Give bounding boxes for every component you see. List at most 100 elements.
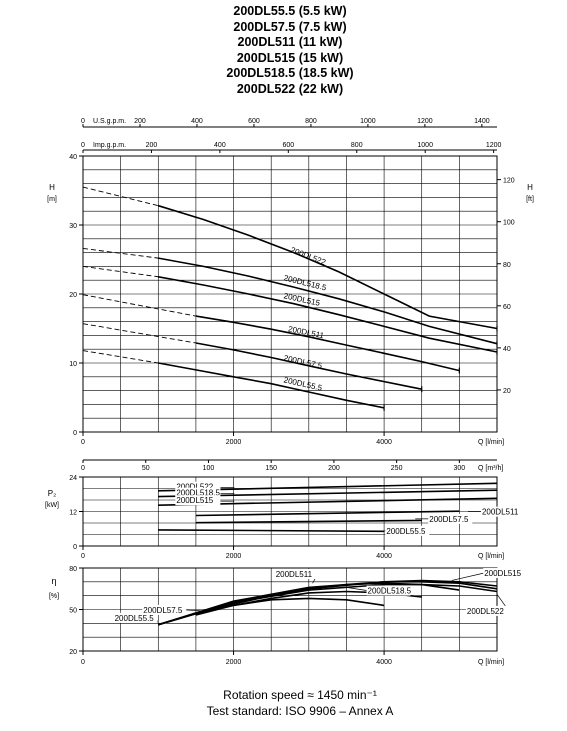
power-curve-label: 200DL55.5 <box>386 527 426 536</box>
efficiency-ytick-label: 50 <box>69 608 77 615</box>
power-xlabel: Q [l/min] <box>478 553 504 560</box>
title-line-1: 200DL55.5 (5.5 kW) <box>233 4 347 18</box>
usgpm-tick-label: 0 <box>81 118 85 125</box>
head-yunit: [m] <box>47 196 57 203</box>
efficiency-ytick-label: 80 <box>69 566 77 573</box>
power-ytick-label: 0 <box>73 544 77 551</box>
power-curve-label: 200DL511 <box>482 508 519 517</box>
head-xtick-label: 0 <box>81 439 85 446</box>
m3h-tick-label: 100 <box>203 465 215 472</box>
power-label-bg <box>428 513 473 524</box>
efficiency-curve-200DL518.5 <box>158 581 498 626</box>
usgpm-tick-label: 200 <box>134 118 146 125</box>
usgpm-tick-label: 400 <box>191 118 203 125</box>
impgpm-tick-label: 200 <box>146 142 158 149</box>
head-series-200DL522: 200DL522 <box>82 186 498 332</box>
power-ylabel: P₂ <box>48 489 56 498</box>
impgpm-tick-label: 1000 <box>417 142 433 149</box>
usgpm-tick-label: 1400 <box>474 118 490 125</box>
impgpm-tick-label: 600 <box>282 142 294 149</box>
efficiency-label-leader <box>185 609 202 612</box>
m3h-tick-label: 200 <box>328 465 340 472</box>
title-line-3: 200DL511 (11 kW) <box>237 35 343 49</box>
head-series-200DL57.5: 200DL57.5 <box>82 323 423 393</box>
usgpm-tick-label: 1200 <box>417 118 433 125</box>
head-xtick-label: 4000 <box>376 439 392 446</box>
efficiency-xtick-label: 4000 <box>376 659 392 666</box>
efficiency-xlabel: Q [l/min] <box>478 659 504 666</box>
power-label-bg <box>175 487 221 498</box>
test-standard-note: Test standard: ISO 9906 – Annex A <box>206 704 394 718</box>
power-curve-label: 200DL522 <box>176 483 213 492</box>
head-curve <box>158 204 498 330</box>
m3h-tick-label: 300 <box>454 465 466 472</box>
head-y2tick-label: 120 <box>503 178 515 185</box>
efficiency-curve-200DL522 <box>158 583 498 626</box>
m3h-tick-label: 150 <box>265 465 277 472</box>
head-y2tick-label: 80 <box>503 262 511 269</box>
efficiency-label-bg <box>113 612 158 623</box>
head-y2tick-label: 100 <box>503 220 515 227</box>
title-line-4: 200DL515 (15 kW) <box>236 50 344 65</box>
m3h-tick-label: 250 <box>391 465 403 472</box>
efficiency-label-bg <box>483 568 528 579</box>
head-xtick-label: 2000 <box>226 439 242 446</box>
power-curve-label: 200DL515 <box>176 496 213 505</box>
head-curve <box>195 342 422 390</box>
efficiency-label-leader <box>346 587 368 591</box>
rotation-speed-note: Rotation speed ≈ 1450 min⁻¹ <box>223 688 377 702</box>
efficiency-chart-grid <box>82 567 498 652</box>
efficiency-ylabel: η <box>51 576 56 586</box>
head-curve-label: 200DL511 <box>287 324 325 340</box>
head-y2tick-label: 60 <box>503 304 511 311</box>
efficiency-curve-200DL515 <box>158 579 498 626</box>
efficiency-label-bg <box>366 585 411 596</box>
power-xtick-label: 0 <box>81 553 85 560</box>
power-curve-200DL57.5 <box>195 519 422 524</box>
efficiency-curve-label: 200DL57.5 <box>143 606 183 615</box>
efficiency-label-bg <box>465 605 510 616</box>
power-curve-label: 200DL57.5 <box>429 515 469 524</box>
head-curve <box>195 315 460 372</box>
efficiency-label-bg <box>142 604 187 615</box>
impgpm-tick-label: 0 <box>81 142 85 149</box>
head-ytick-label: 30 <box>69 223 77 230</box>
power-ytick-label: 12 <box>69 510 77 517</box>
efficiency-curve-label: 200DL511 <box>276 570 313 579</box>
efficiency-curve-label: 200DL522 <box>467 607 504 616</box>
head-y2label: H <box>527 183 533 192</box>
head-curve <box>158 362 385 409</box>
efficiency-xtick-label: 0 <box>81 659 85 666</box>
impgpm-tick-label: 800 <box>351 142 363 149</box>
head-curve-dashed <box>82 350 159 364</box>
power-curve-label: 200DL518.5 <box>176 489 220 498</box>
head-curve-dashed <box>82 323 196 344</box>
efficiency-label-leader <box>451 572 485 581</box>
head-ytick-label: 0 <box>73 430 77 437</box>
head-curve-dashed <box>82 265 159 278</box>
power-label-bg <box>385 525 430 536</box>
head-y2unit: [ft] <box>526 196 534 203</box>
head-ytick-label: 40 <box>69 154 77 161</box>
power-yunit: [kW] <box>45 502 59 509</box>
m3h-tick-label: 0 <box>81 465 85 472</box>
title-block: 200DL55.5 (5.5 kW) 200DL57.5 (7.5 kW) 20… <box>0 4 567 97</box>
efficiency-curve-label: 200DL515 <box>484 569 521 578</box>
head-curve-label: 200DL57.5 <box>283 353 324 370</box>
power-xtick-label: 2000 <box>226 553 242 560</box>
efficiency-label-bg <box>274 568 319 579</box>
head-curve-label: 200DL522 <box>289 245 327 267</box>
title-line-6: 200DL522 (22 kW) <box>236 81 344 96</box>
head-curve-dashed <box>82 186 159 207</box>
power-curve-200DL55.5 <box>158 529 385 533</box>
m3h-axis-label: Q [m³/h] <box>478 465 503 472</box>
m3h-tick-label: 50 <box>142 465 150 472</box>
impgpm-tick-label: 1200 <box>486 142 502 149</box>
head-ytick-label: 10 <box>69 361 77 368</box>
head-curve <box>158 276 498 353</box>
efficiency-curve-label: 200DL55.5 <box>115 614 155 623</box>
power-ytick-label: 24 <box>69 475 77 482</box>
usgpm-tick-label: 800 <box>305 118 317 125</box>
head-y2tick-label: 40 <box>503 346 511 353</box>
